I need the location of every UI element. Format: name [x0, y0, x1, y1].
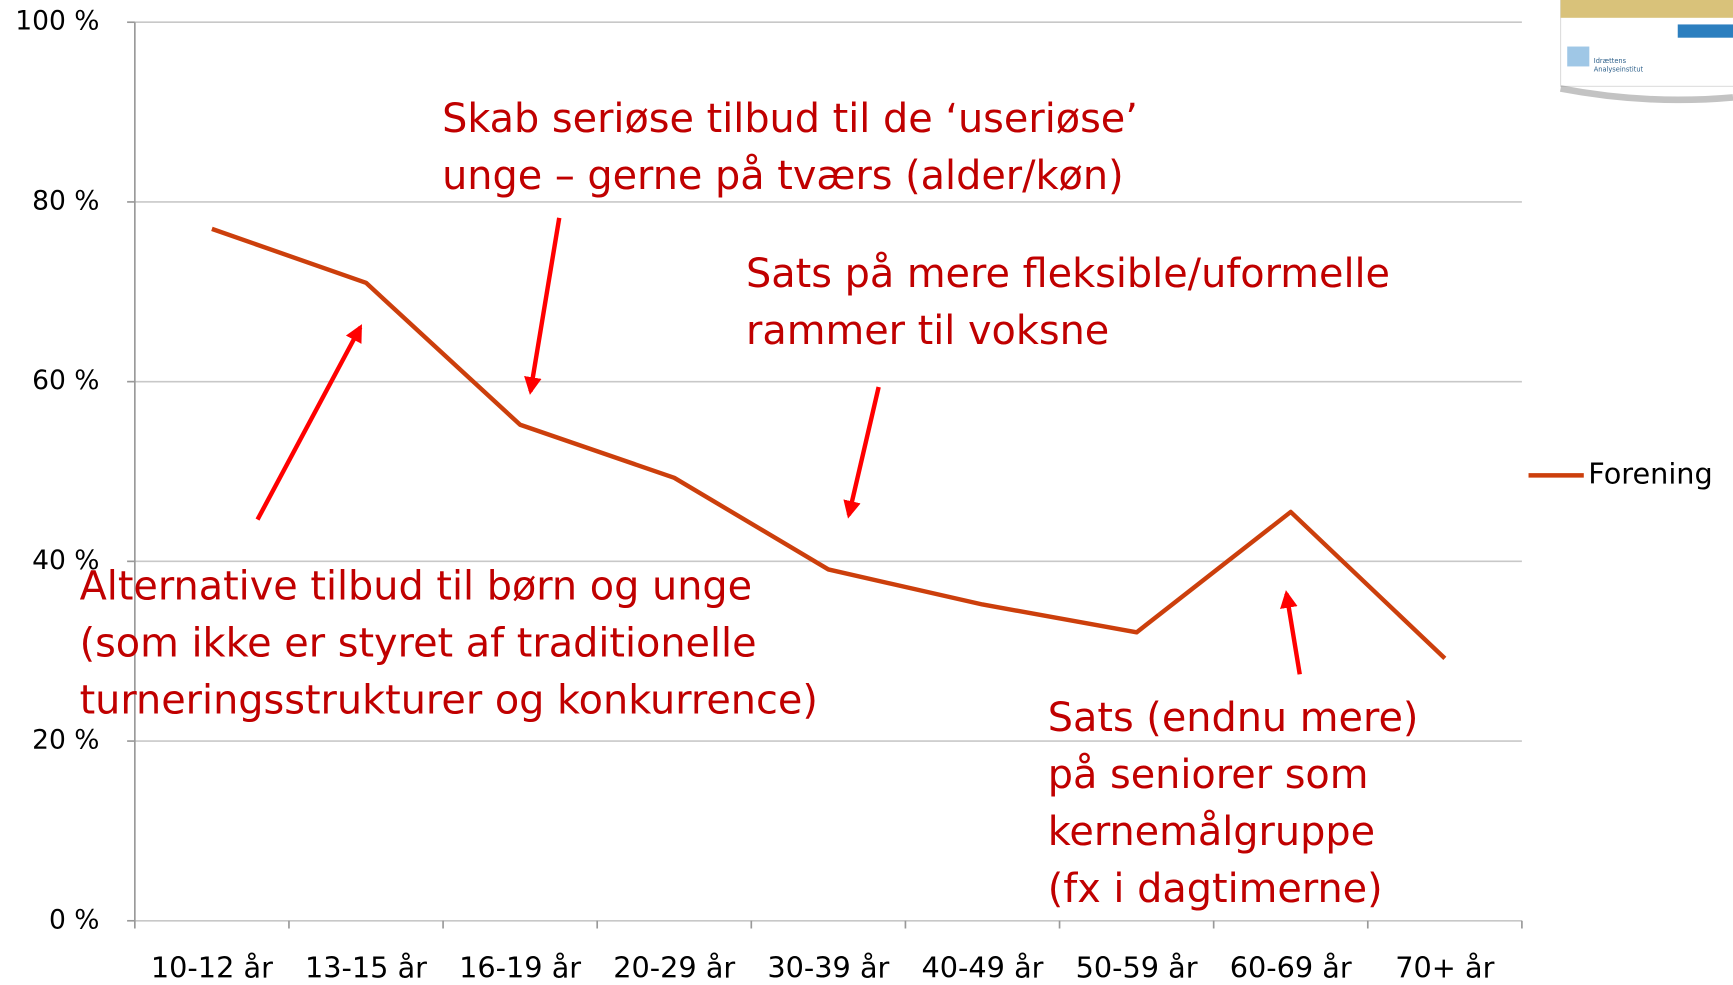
y-tick-label: 100 % — [15, 6, 99, 37]
y-tick-label: 40 % — [32, 545, 99, 576]
data-line — [211, 226, 1447, 661]
y-tick-label: 60 % — [32, 365, 99, 396]
logo-text: Analyseinstitut — [1594, 66, 1644, 74]
x-tick-label: 40-49 år — [921, 950, 1043, 984]
legend-label: Forening — [1588, 456, 1713, 490]
x-tick-label: 10-12 år — [151, 950, 273, 984]
x-tick-label: 16-19 år — [459, 950, 581, 984]
annotation: (fx i dagtimerne) — [1048, 866, 1383, 912]
annotation: Sats (endnu mere) — [1048, 695, 1419, 741]
logo-text: Idrættens — [1594, 57, 1627, 65]
annotation: Skab seriøse tilbud til de ‘useriøse’ — [442, 96, 1138, 142]
x-tick-label: 20-29 år — [613, 950, 735, 984]
annotation: turneringsstrukturer og konkurrence) — [80, 678, 818, 724]
x-tick-label: 13-15 år — [305, 950, 427, 984]
y-tick-label: 80 % — [32, 185, 99, 216]
arrows — [255, 217, 1302, 675]
report-thumbnail: Idrættens Analyseinstitut — [1559, 0, 1733, 104]
annotation: på seniorer som — [1048, 752, 1369, 798]
annotations: Skab seriøse tilbud til de ‘useriøse’ ung… — [80, 96, 1419, 912]
annotation: rammer til voksne — [746, 308, 1109, 354]
y-tick-label: 0 % — [49, 904, 100, 935]
y-tick-label: 20 % — [32, 725, 99, 756]
x-tick-label: 70+ år — [1395, 950, 1494, 984]
annotation: unge – gerne på tværs (alder/køn) — [442, 153, 1124, 199]
plot: 0 % 20 % 40 % 60 % 80 % 100 % 10-12 år 13-15 år… — [15, 6, 1713, 985]
x-tick-label: 50-59 år — [1076, 950, 1198, 984]
x-tick-label: 60-69 år — [1230, 950, 1352, 984]
annotation: (som ikke er styret af traditionelle — [80, 621, 757, 667]
annotation: Sats på mere fleksible/uformelle — [746, 251, 1390, 297]
x-tick-label: 30-39 år — [767, 950, 889, 984]
annotation: kernemålgruppe — [1048, 809, 1375, 855]
annotation: Alternative tilbud til børn og unge — [80, 564, 753, 610]
